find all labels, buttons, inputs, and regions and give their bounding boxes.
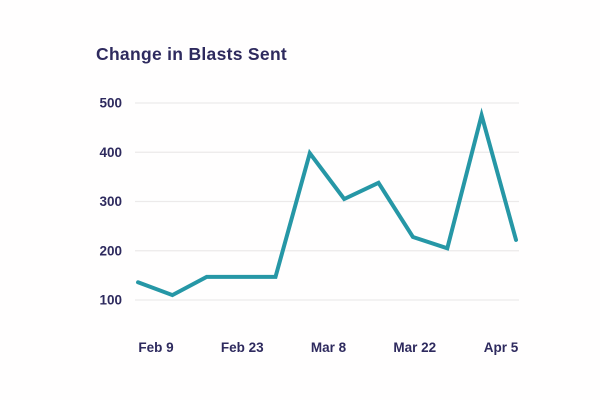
- x-tick-label: Feb 23: [221, 340, 264, 355]
- y-tick-label: 200: [99, 243, 122, 258]
- x-tick-label: Mar 8: [311, 340, 347, 355]
- y-tick-label: 300: [99, 194, 122, 209]
- y-tick-label: 500: [99, 96, 122, 111]
- x-tick-label: Feb 9: [138, 340, 173, 355]
- x-tick-label: Mar 22: [393, 340, 436, 355]
- y-tick-label: 400: [99, 145, 122, 160]
- y-tick-label: 100: [99, 293, 122, 308]
- chart-title: Change in Blasts Sent: [96, 44, 288, 64]
- x-tick-label: Apr 5: [484, 340, 519, 355]
- series-blasts-sent: [136, 107, 518, 298]
